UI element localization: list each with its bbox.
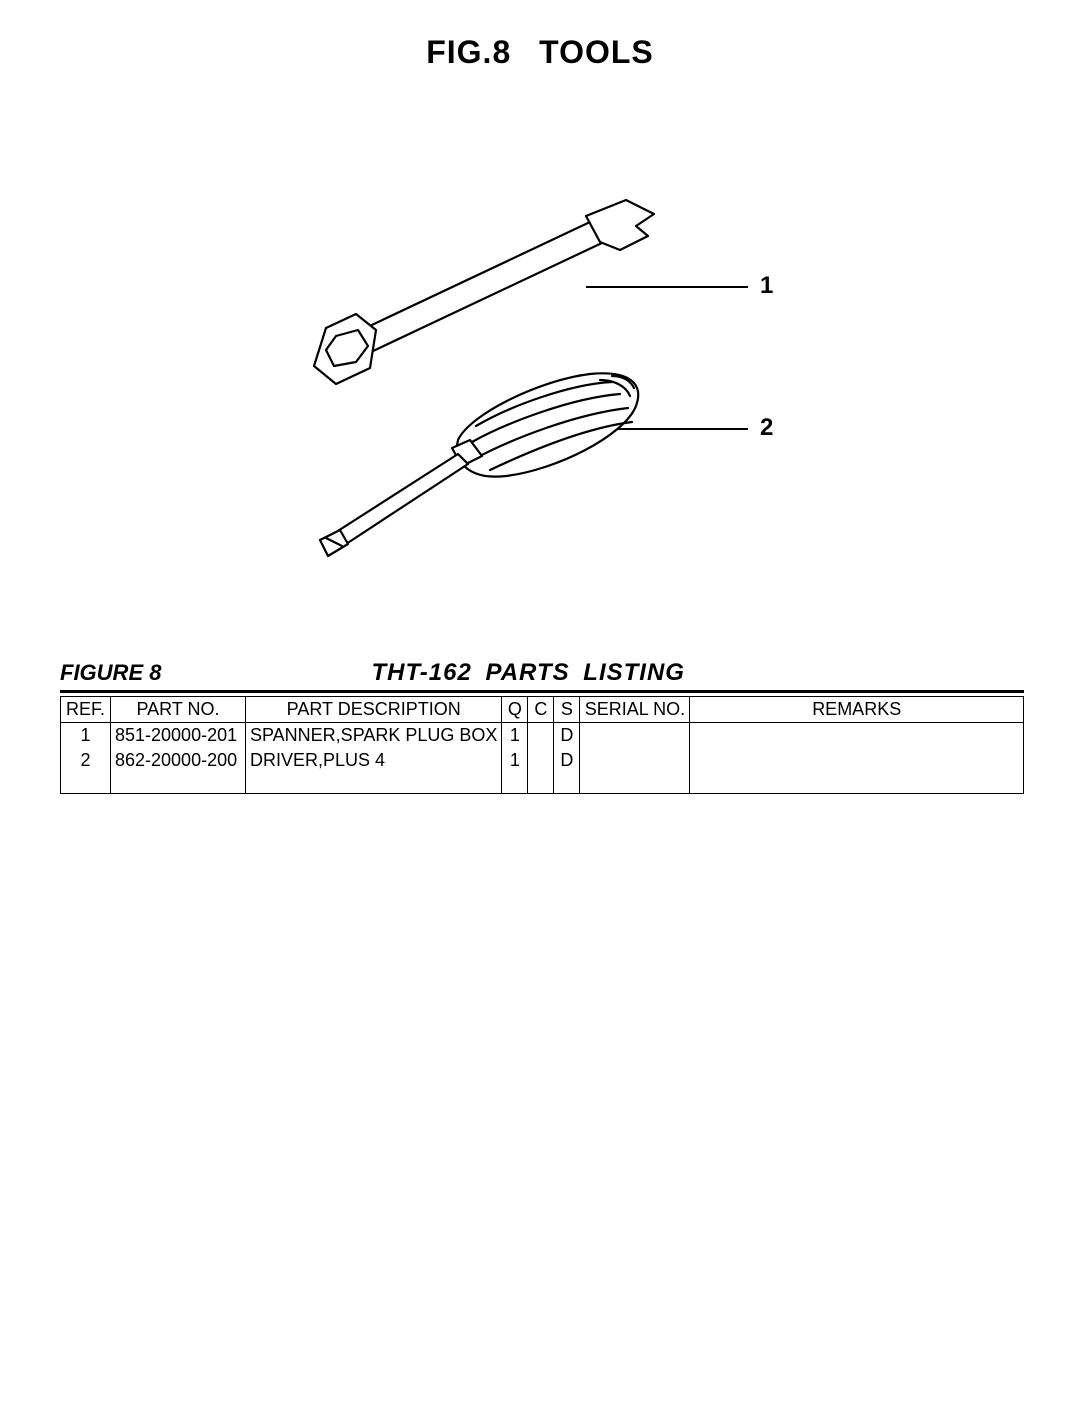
cell-c	[528, 748, 554, 794]
table-row: 1 851-20000-201 SPANNER,SPARK PLUG BOX 1…	[61, 723, 1024, 749]
col-remarks: REMARKS	[690, 697, 1024, 723]
cell-desc: SPANNER,SPARK PLUG BOX	[246, 723, 502, 749]
callout-line-1	[586, 286, 748, 288]
cell-serial	[580, 723, 690, 749]
cell-desc: DRIVER,PLUS 4	[246, 748, 502, 794]
parts-table: REF. PART NO. PART DESCRIPTION Q C S SER…	[60, 696, 1024, 794]
cell-remarks	[690, 723, 1024, 749]
col-q: Q	[502, 697, 528, 723]
cell-remarks	[690, 748, 1024, 794]
callout-label-1: 1	[760, 272, 773, 300]
cell-ref: 2	[61, 748, 111, 794]
figure-diagram: 1 2	[0, 170, 1080, 620]
parts-listing-title: THT-162 PARTS LISTING	[371, 659, 685, 687]
cell-partno: 862-20000-200	[111, 748, 246, 794]
subheading-underline	[60, 690, 1024, 693]
callout-line-2	[618, 428, 748, 430]
cell-ref: 1	[61, 723, 111, 749]
col-desc: PART DESCRIPTION	[246, 697, 502, 723]
cell-serial	[580, 748, 690, 794]
figure-label: FIGURE 8	[60, 660, 161, 686]
subheading-row: FIGURE 8 THT-162 PARTS LISTING	[60, 659, 1024, 687]
table-row: 2 862-20000-200 DRIVER,PLUS 4 1 D	[61, 748, 1024, 794]
cell-q: 1	[502, 723, 528, 749]
col-partno: PART NO.	[111, 697, 246, 723]
cell-s: D	[554, 748, 580, 794]
cell-partno: 851-20000-201	[111, 723, 246, 749]
callout-label-2: 2	[760, 414, 773, 442]
col-ref: REF.	[61, 697, 111, 723]
cell-q: 1	[502, 748, 528, 794]
cell-c	[528, 723, 554, 749]
col-c: C	[528, 697, 554, 723]
cell-s: D	[554, 723, 580, 749]
screwdriver-icon	[0, 170, 1080, 620]
page-title: FIG.8 TOOLS	[0, 0, 1080, 71]
table-header-row: REF. PART NO. PART DESCRIPTION Q C S SER…	[61, 697, 1024, 723]
col-serial: SERIAL NO.	[580, 697, 690, 723]
col-s: S	[554, 697, 580, 723]
